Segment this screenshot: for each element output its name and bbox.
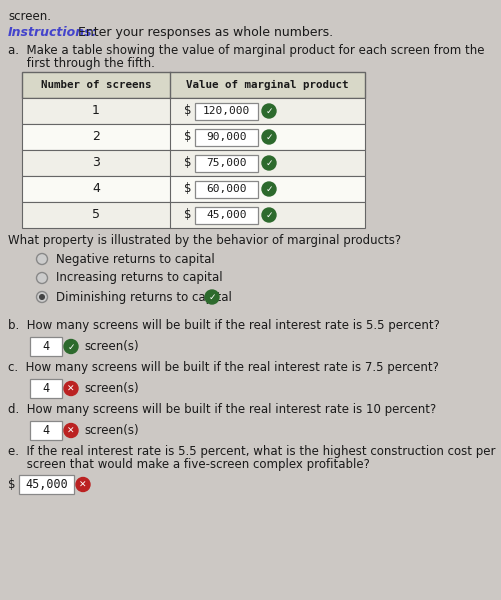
Text: Instructions:: Instructions: bbox=[8, 26, 98, 39]
Text: ✓: ✓ bbox=[265, 159, 273, 168]
Text: 5: 5 bbox=[92, 208, 100, 221]
Text: ✓: ✓ bbox=[265, 211, 273, 220]
FancyBboxPatch shape bbox=[30, 421, 62, 440]
Circle shape bbox=[76, 478, 90, 491]
Circle shape bbox=[262, 156, 276, 170]
Circle shape bbox=[262, 104, 276, 118]
Text: $: $ bbox=[184, 104, 191, 118]
Circle shape bbox=[37, 253, 48, 265]
FancyBboxPatch shape bbox=[22, 150, 365, 176]
Text: 4: 4 bbox=[43, 424, 50, 437]
Text: screen(s): screen(s) bbox=[84, 340, 139, 353]
Circle shape bbox=[64, 340, 78, 353]
FancyBboxPatch shape bbox=[22, 98, 365, 124]
Text: 75,000: 75,000 bbox=[206, 158, 247, 168]
Text: screen.: screen. bbox=[8, 10, 51, 23]
FancyBboxPatch shape bbox=[22, 72, 365, 98]
Text: ✕: ✕ bbox=[67, 385, 75, 394]
Circle shape bbox=[262, 130, 276, 144]
Text: c.  How many screens will be built if the real interest rate is 7.5 percent?: c. How many screens will be built if the… bbox=[8, 361, 439, 374]
Text: ✕: ✕ bbox=[67, 427, 75, 436]
FancyBboxPatch shape bbox=[19, 475, 74, 494]
Text: Enter your responses as whole numbers.: Enter your responses as whole numbers. bbox=[74, 26, 333, 39]
Text: 2: 2 bbox=[92, 130, 100, 143]
Text: Diminishing returns to capital: Diminishing returns to capital bbox=[56, 290, 232, 304]
FancyBboxPatch shape bbox=[195, 103, 258, 119]
Text: Number of screens: Number of screens bbox=[41, 80, 151, 90]
Circle shape bbox=[262, 208, 276, 222]
Text: Increasing returns to capital: Increasing returns to capital bbox=[56, 271, 222, 284]
Text: ✓: ✓ bbox=[208, 293, 216, 302]
Text: a.  Make a table showing the value of marginal product for each screen from the: a. Make a table showing the value of mar… bbox=[8, 44, 484, 57]
FancyBboxPatch shape bbox=[22, 124, 365, 150]
Circle shape bbox=[64, 382, 78, 395]
Text: $: $ bbox=[184, 130, 191, 143]
Text: ✕: ✕ bbox=[79, 481, 87, 490]
Text: Value of marginal product: Value of marginal product bbox=[186, 80, 349, 90]
Text: ✓: ✓ bbox=[67, 343, 75, 352]
FancyBboxPatch shape bbox=[195, 154, 258, 172]
Text: screen(s): screen(s) bbox=[84, 424, 139, 437]
Text: $: $ bbox=[8, 478, 16, 491]
Text: ✓: ✓ bbox=[265, 185, 273, 194]
Circle shape bbox=[37, 292, 48, 302]
FancyBboxPatch shape bbox=[22, 176, 365, 202]
FancyBboxPatch shape bbox=[195, 128, 258, 145]
Circle shape bbox=[262, 182, 276, 196]
FancyBboxPatch shape bbox=[30, 379, 62, 398]
FancyBboxPatch shape bbox=[30, 337, 62, 356]
Text: Negative returns to capital: Negative returns to capital bbox=[56, 253, 215, 265]
Circle shape bbox=[64, 424, 78, 437]
Text: b.  How many screens will be built if the real interest rate is 5.5 percent?: b. How many screens will be built if the… bbox=[8, 319, 440, 332]
Text: $: $ bbox=[184, 182, 191, 196]
Text: 90,000: 90,000 bbox=[206, 132, 247, 142]
Text: 4: 4 bbox=[92, 182, 100, 196]
Text: screen that would make a five-screen complex profitable?: screen that would make a five-screen com… bbox=[8, 458, 370, 471]
Text: 4: 4 bbox=[43, 340, 50, 353]
Text: 60,000: 60,000 bbox=[206, 184, 247, 194]
Circle shape bbox=[40, 295, 44, 299]
Text: 3: 3 bbox=[92, 157, 100, 169]
Text: 1: 1 bbox=[92, 104, 100, 118]
Text: What property is illustrated by the behavior of marginal products?: What property is illustrated by the beha… bbox=[8, 234, 401, 247]
Circle shape bbox=[37, 272, 48, 283]
Text: d.  How many screens will be built if the real interest rate is 10 percent?: d. How many screens will be built if the… bbox=[8, 403, 436, 416]
Text: first through the fifth.: first through the fifth. bbox=[8, 57, 155, 70]
Text: ✓: ✓ bbox=[265, 133, 273, 142]
FancyBboxPatch shape bbox=[22, 202, 365, 228]
Text: screen(s): screen(s) bbox=[84, 382, 139, 395]
Text: 45,000: 45,000 bbox=[25, 478, 68, 491]
Text: $: $ bbox=[184, 157, 191, 169]
Text: 120,000: 120,000 bbox=[203, 106, 250, 116]
Text: ✓: ✓ bbox=[265, 107, 273, 116]
Text: $: $ bbox=[184, 208, 191, 221]
FancyBboxPatch shape bbox=[195, 206, 258, 223]
Circle shape bbox=[205, 290, 219, 304]
Text: 45,000: 45,000 bbox=[206, 210, 247, 220]
FancyBboxPatch shape bbox=[195, 181, 258, 197]
Text: e.  If the real interest rate is 5.5 percent, what is the highest construction c: e. If the real interest rate is 5.5 perc… bbox=[8, 445, 495, 458]
Text: 4: 4 bbox=[43, 382, 50, 395]
